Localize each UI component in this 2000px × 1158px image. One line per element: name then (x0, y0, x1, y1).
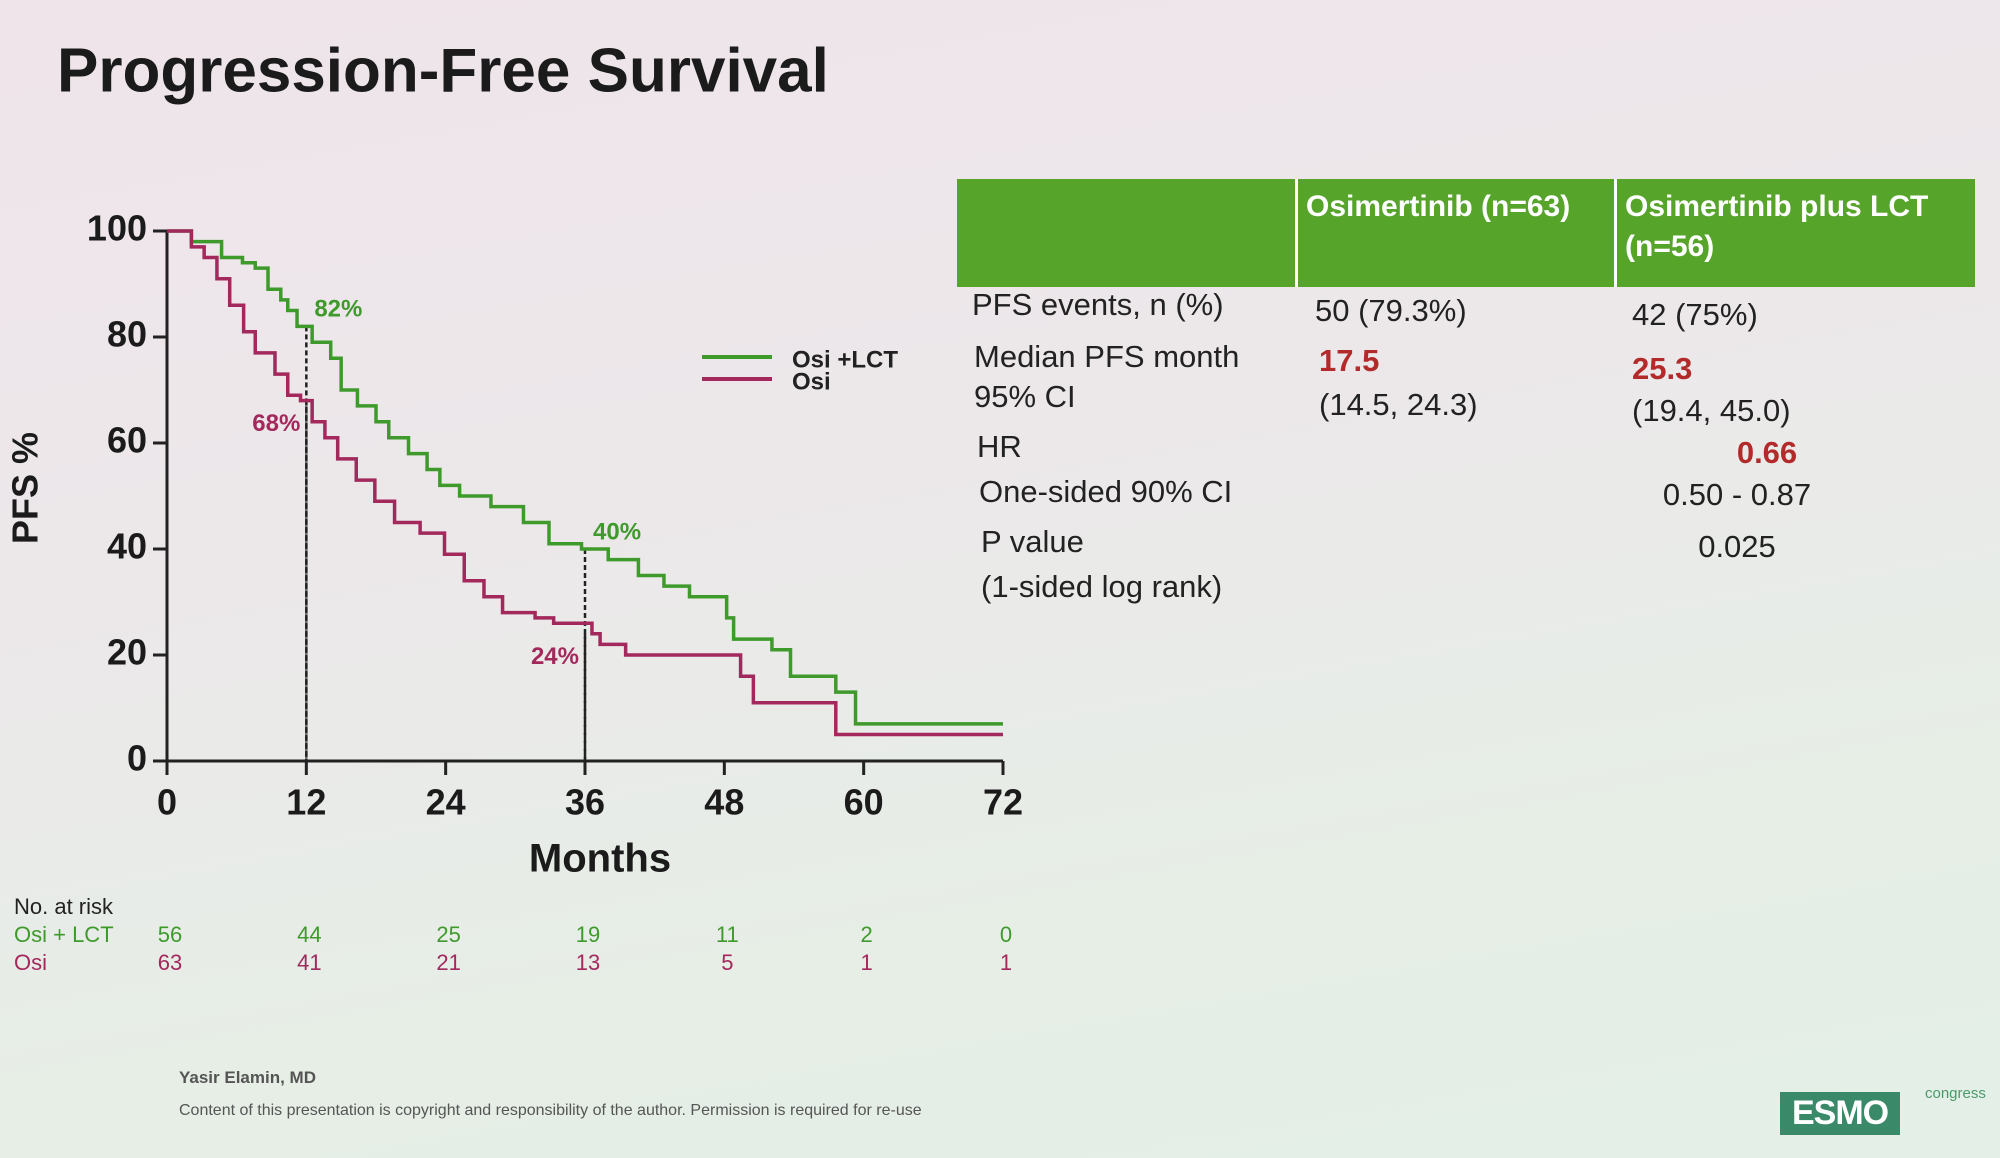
annotation: 82% (314, 296, 362, 323)
chart-title: Progression-Free Survival (57, 36, 829, 105)
cell: 17.5 (1319, 343, 1380, 378)
y-tick-label: 60 (107, 420, 147, 461)
annotation: 68% (252, 410, 300, 437)
row-label: One-sided 90% CI (979, 474, 1233, 509)
y-tick-label: 80 (107, 314, 147, 355)
risk-value: 56 (158, 922, 182, 947)
cell: 0.50 - 0.87 (1662, 477, 1812, 512)
annotation: 40% (593, 518, 641, 545)
y-tick-label: 20 (107, 632, 147, 673)
cell: (14.5, 24.3) (1319, 387, 1478, 422)
x-tick-label: 36 (565, 782, 605, 823)
risk-value: 1 (861, 950, 873, 975)
x-tick-label: 24 (426, 782, 466, 823)
y-axis-label: PFS % (5, 432, 46, 544)
cell: (19.4, 45.0) (1632, 393, 1791, 428)
risk-value: 19 (576, 922, 600, 947)
risk-value: 21 (436, 950, 460, 975)
header-cell: Osimertinib plus LCT (n=56) (1617, 179, 1975, 287)
legend-label: Osi (792, 368, 831, 395)
header-cell (957, 179, 1298, 287)
cell: 42 (75%) (1632, 297, 1758, 332)
x-tick-label: 72 (983, 782, 1023, 823)
y-tick-label: 40 (107, 526, 147, 567)
row-label: (1-sided log rank) (981, 569, 1223, 604)
survival-curve (167, 229, 1003, 737)
cell: 50 (79.3%) (1315, 293, 1467, 328)
chart: Progression-Free Survival Months PFS % N… (5, 36, 1024, 975)
annotation: 24% (531, 643, 579, 670)
cell: 25.3 (1632, 351, 1693, 386)
risk-title: No. at risk (14, 894, 114, 919)
x-tick-label: 0 (157, 782, 177, 823)
risk-value: 44 (297, 922, 321, 947)
logo: ESMO (1780, 1092, 1901, 1135)
author: Yasir Elamin, MD (179, 1068, 316, 1087)
notice: Content of this presentation is copyrigh… (179, 1102, 922, 1119)
x-axis-label: Months (529, 837, 671, 881)
risk-row-label: Osi + LCT (14, 922, 114, 947)
cell: 0.66 (1736, 435, 1798, 470)
risk-value: 13 (576, 950, 600, 975)
row-label: P value (981, 524, 1084, 559)
risk-value: 0 (1000, 922, 1012, 947)
risk-value: 1 (1000, 950, 1012, 975)
logo-sub: congress (1925, 1085, 1986, 1102)
row-label: HR (977, 429, 1022, 464)
risk-value: 41 (297, 950, 321, 975)
cell: 0.025 (1698, 529, 1776, 564)
legend-label: Osi +LCT (792, 346, 898, 373)
risk-value: 25 (436, 922, 460, 947)
row-label: PFS events, n (%) (972, 287, 1224, 322)
x-tick-label: 48 (704, 782, 744, 823)
header-cell: Osimertinib (n=63) (1298, 179, 1617, 287)
risk-row-label: Osi (14, 950, 47, 975)
risk-value: 2 (861, 922, 873, 947)
risk-value: 63 (158, 950, 182, 975)
y-tick-label: 0 (127, 738, 147, 779)
risk-value: 11 (716, 922, 739, 947)
x-tick-label: 60 (844, 782, 884, 823)
risk-value: 5 (721, 950, 733, 975)
y-tick-label: 100 (87, 208, 147, 249)
row-label: Median PFS month (974, 339, 1240, 374)
row-label: 95% CI (974, 379, 1076, 414)
x-tick-label: 12 (286, 782, 326, 823)
survival-curve (167, 229, 1003, 726)
